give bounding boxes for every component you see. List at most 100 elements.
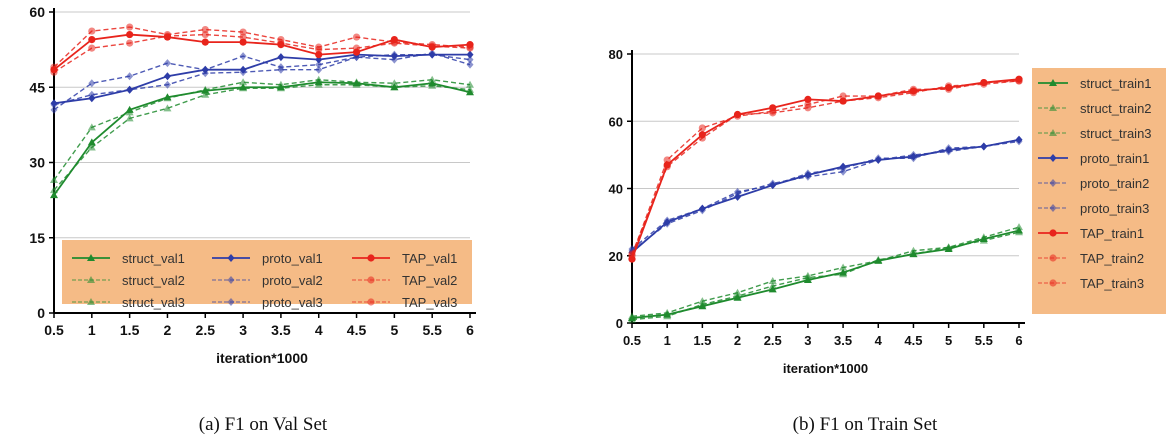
data-point xyxy=(125,108,134,116)
series-line xyxy=(53,53,470,105)
x-tick-label: 3.5 xyxy=(834,333,852,348)
data-point xyxy=(239,33,247,41)
x-tick-label: 4.5 xyxy=(904,333,922,348)
data-point xyxy=(428,81,437,89)
data-point xyxy=(201,85,210,93)
series-line xyxy=(631,80,1020,256)
series-TAP_train3 xyxy=(628,77,1023,258)
x-tick-label: 5.5 xyxy=(975,333,993,348)
legend-marker xyxy=(1049,279,1057,287)
legend-item: TAP_train1 xyxy=(1038,226,1144,241)
data-point xyxy=(428,75,437,83)
data-point xyxy=(628,315,636,323)
legend-label: proto_train1 xyxy=(1080,151,1149,166)
data-point xyxy=(125,114,134,122)
data-point xyxy=(839,167,847,176)
data-point xyxy=(698,124,706,132)
legend-marker xyxy=(1049,179,1057,187)
data-point xyxy=(88,35,96,44)
data-point xyxy=(839,92,847,100)
data-point xyxy=(163,94,172,102)
series-line xyxy=(53,33,471,71)
data-point xyxy=(698,300,707,308)
x-tick-label: 2 xyxy=(734,333,741,348)
legend-marker xyxy=(227,276,235,284)
legend-marker xyxy=(227,254,235,262)
data-point xyxy=(390,55,398,64)
data-point xyxy=(839,270,848,278)
legend-label: struct_val3 xyxy=(122,295,185,310)
legend-item: struct_val1 xyxy=(72,251,185,266)
data-point xyxy=(909,150,917,159)
series-TAP_train1 xyxy=(628,75,1023,263)
series-line xyxy=(53,52,471,111)
data-point xyxy=(201,30,209,39)
data-point xyxy=(628,250,636,258)
x-tick-label: 4 xyxy=(315,322,323,338)
x-tick-label: 2 xyxy=(164,322,172,338)
legend: struct_train1 struct_train2 struct_train3p… xyxy=(1032,68,1166,314)
legend-label: proto_val2 xyxy=(262,273,323,288)
data-point xyxy=(163,72,171,81)
legend-marker xyxy=(367,276,375,284)
legend-marker xyxy=(367,254,375,262)
legend-marker xyxy=(1049,129,1057,136)
data-point xyxy=(126,39,134,47)
x-tick-label: 5 xyxy=(390,322,398,338)
series-struct_train2 xyxy=(628,223,1023,320)
series-line xyxy=(631,138,1020,254)
x-tick-label: 4.5 xyxy=(347,322,367,338)
legend-item: proto_train2 xyxy=(1038,176,1149,191)
legend-marker xyxy=(1049,204,1057,212)
data-point xyxy=(276,80,285,88)
legend-marker xyxy=(1049,154,1057,162)
y-tick-label: 60 xyxy=(609,114,623,129)
data-point xyxy=(50,176,58,184)
data-point xyxy=(804,95,812,103)
x-tick-label: 1.5 xyxy=(693,333,711,348)
data-point xyxy=(698,206,706,215)
series-struct_train3 xyxy=(628,228,1023,323)
x-tick-label: 0.5 xyxy=(44,322,64,338)
data-point xyxy=(50,100,58,109)
data-point xyxy=(663,163,671,171)
series-TAP_train2 xyxy=(628,77,1023,260)
data-point xyxy=(1015,135,1023,144)
data-point xyxy=(163,80,171,89)
data-point xyxy=(839,97,847,105)
data-point xyxy=(909,89,918,97)
data-point xyxy=(769,109,777,117)
legend-item: proto_train3 xyxy=(1038,201,1149,216)
legend-marker xyxy=(1049,79,1057,86)
data-point xyxy=(239,68,247,77)
legend-marker xyxy=(87,254,95,261)
data-point xyxy=(466,85,474,93)
legend-item: TAP_train2 xyxy=(1038,251,1144,266)
legend-marker xyxy=(1049,229,1057,237)
data-point xyxy=(768,276,777,284)
legend-item: struct_train2 xyxy=(1038,101,1152,116)
data-point xyxy=(734,189,742,198)
data-point xyxy=(50,186,58,194)
legend-label: proto_train2 xyxy=(1080,176,1149,191)
series-line xyxy=(631,231,1020,321)
data-point xyxy=(466,55,474,64)
series-line xyxy=(631,229,1020,319)
data-point xyxy=(909,250,918,258)
legend-label: struct_val1 xyxy=(122,251,185,266)
data-point xyxy=(390,39,398,47)
x-tick-label: 3.5 xyxy=(271,322,291,338)
x-tick-label: 2.5 xyxy=(764,333,782,348)
data-point xyxy=(239,78,248,86)
data-point xyxy=(390,50,398,59)
data-point xyxy=(1015,228,1023,236)
legend-label: proto_train3 xyxy=(1080,201,1149,216)
legend-marker xyxy=(87,276,95,283)
legend-item: struct_train3 xyxy=(1038,126,1152,141)
y-tick-label: 30 xyxy=(29,155,45,171)
data-point xyxy=(804,172,812,181)
y-tick-label: 60 xyxy=(29,4,45,20)
data-point xyxy=(88,27,96,35)
caption: (b) F1 on Train Set xyxy=(793,414,938,435)
